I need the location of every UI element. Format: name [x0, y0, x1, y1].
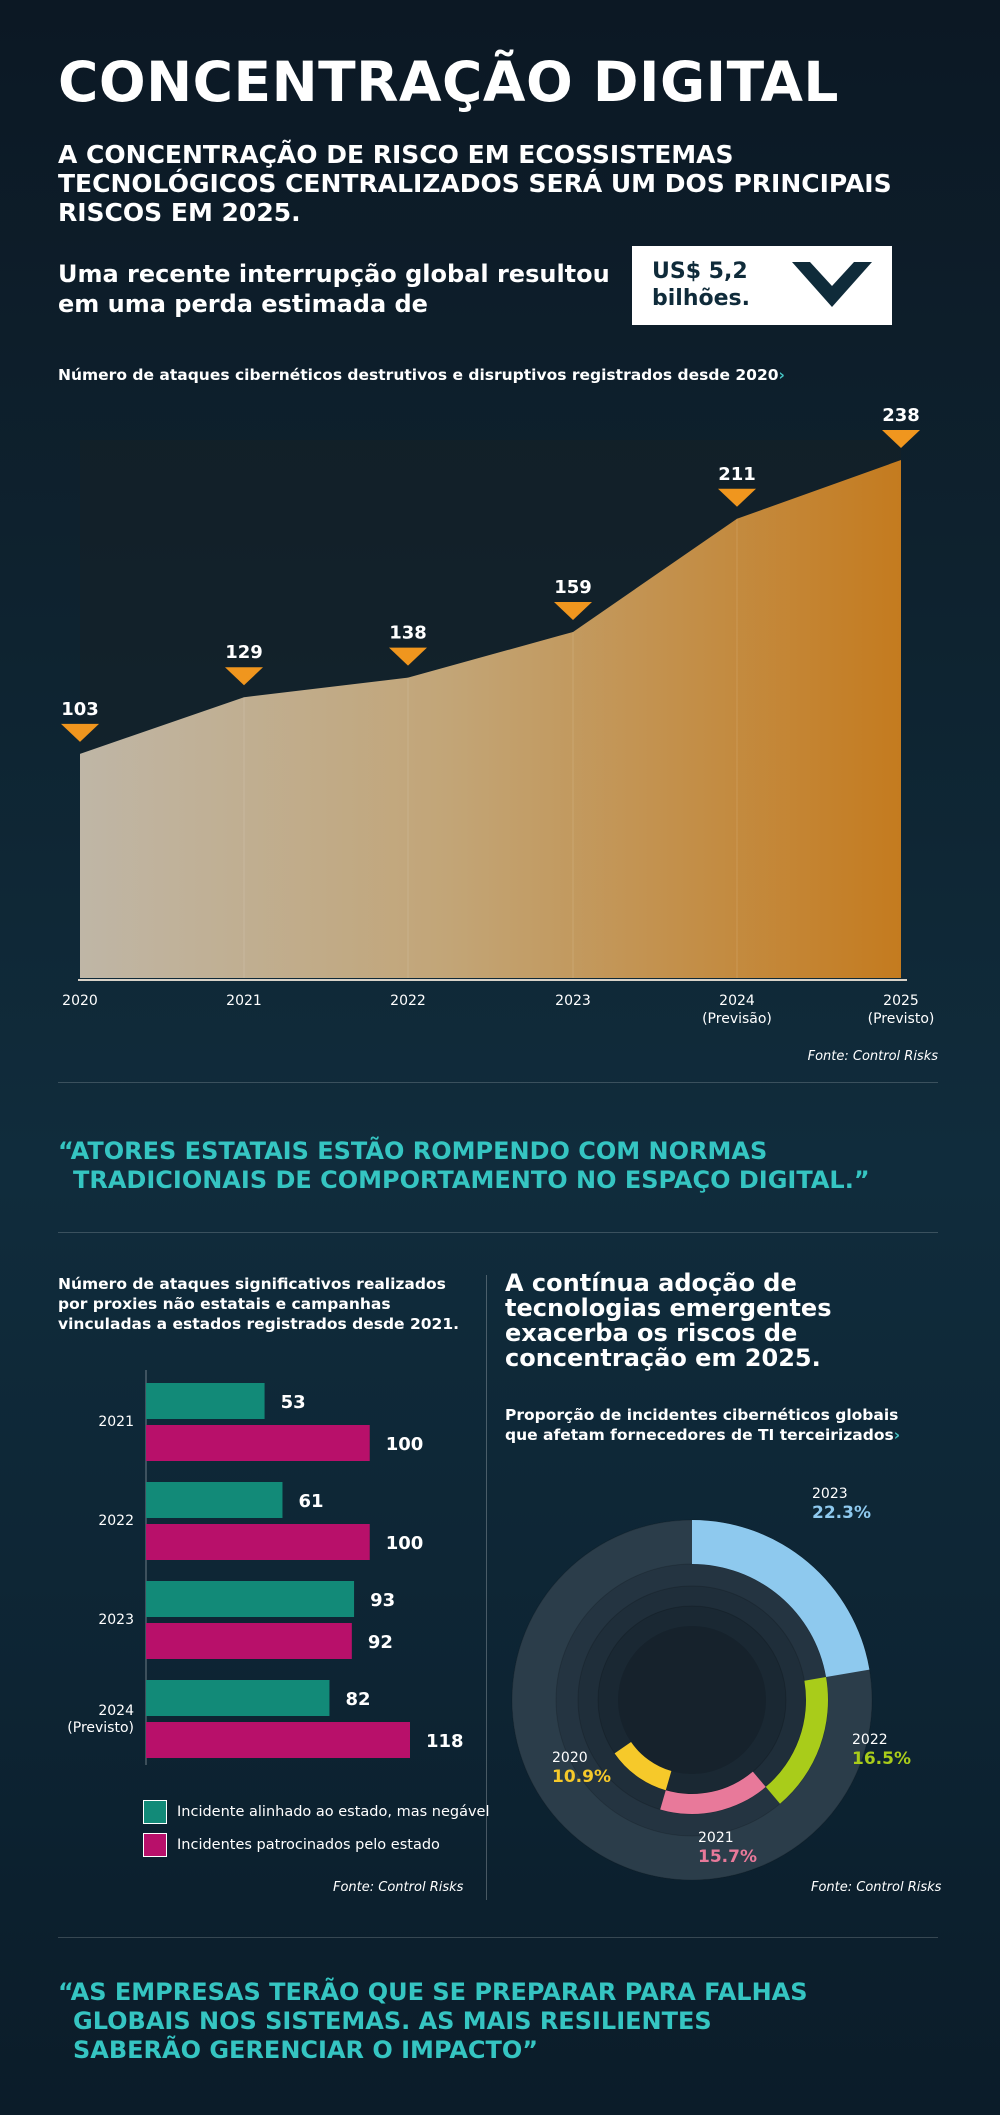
- divider: [58, 1082, 938, 1083]
- legend-label: Incidentes patrocinados pelo estado: [177, 1837, 440, 1853]
- legend-swatch-teal: [143, 1800, 167, 1824]
- loss-unit: bilhões.: [652, 286, 750, 311]
- y-tick-note: (Previsto): [67, 1720, 134, 1736]
- x-tick-note: (Previsto): [868, 1011, 935, 1027]
- data-label: 103: [61, 699, 99, 720]
- x-tick-note: (Previsão): [702, 1011, 772, 1027]
- ring-value-label: 22.3%: [812, 1503, 871, 1523]
- section-heading: A contínua adoção de tecnologias emergen…: [505, 1269, 832, 1372]
- donut-chart-title-text: Proporção de incidentes cibernéticos glo…: [505, 1406, 899, 1444]
- bar: [146, 1623, 352, 1659]
- ring-value-label: 15.7%: [698, 1847, 757, 1867]
- quote-line: GLOBAIS NOS SISTEMAS. AS MAIS RESILIENTE…: [73, 2007, 712, 2035]
- bar: [146, 1383, 265, 1419]
- loss-callout: US$ 5,2 bilhões.: [632, 246, 892, 325]
- bar-value-label: 100: [386, 1533, 424, 1554]
- bar: [146, 1524, 370, 1560]
- marker-chevron-icon: [389, 647, 427, 666]
- bar: [146, 1722, 410, 1758]
- bar-value-label: 93: [370, 1590, 395, 1611]
- x-tick-label: 2024: [719, 993, 755, 1009]
- marker-chevron-icon: [718, 488, 756, 507]
- marker-chevron-icon: [554, 601, 592, 620]
- chevron-down-icon: [792, 262, 872, 307]
- chevron-right-icon: ›: [778, 366, 785, 384]
- quote-line: TRADICIONAIS DE COMPORTAMENTO NO ESPAÇO …: [73, 1166, 870, 1194]
- data-label: 138: [389, 623, 427, 644]
- data-label: 238: [882, 405, 920, 426]
- donut-chart-title: Proporção de incidentes cibernéticos glo…: [505, 1405, 925, 1445]
- area-chart-source: Fonte: Control Risks: [808, 1049, 939, 1064]
- legend-item-deniable: Incidente alinhado ao estado, mas negáve…: [143, 1800, 490, 1824]
- divider: [58, 1232, 938, 1233]
- bar: [146, 1425, 370, 1461]
- x-tick-label: 2023: [555, 993, 591, 1009]
- data-label: 159: [554, 577, 592, 598]
- bar-value-label: 61: [298, 1491, 323, 1512]
- lead-text: Uma recente interrupção global resultou …: [58, 260, 610, 318]
- quote-line: “AS EMPRESAS TERÃO QUE SE PREPARAR PARA …: [58, 1978, 808, 2006]
- loss-text: US$ 5,2 bilhões.: [652, 258, 750, 312]
- bar-chart: 53 100 2021 61 100 2022 93 92 2023 82 118 2024(Prev…: [67, 1370, 464, 1765]
- area-chart-title: Número de ataques cibernéticos destrutiv…: [58, 366, 785, 384]
- ring-value-label: 16.5%: [852, 1749, 911, 1769]
- bar-value-label: 100: [386, 1434, 424, 1455]
- data-label: 129: [225, 642, 263, 663]
- bar-chart-title: Número de ataques significativos realiza…: [58, 1275, 459, 1333]
- ring-chart-source: Fonte: Control Risks: [811, 1880, 942, 1895]
- area-chart-title-text: Número de ataques cibernéticos destrutiv…: [58, 366, 779, 384]
- legend-item-sponsored: Incidentes patrocinados pelo estado: [143, 1833, 440, 1857]
- ring-center: [618, 1626, 766, 1774]
- y-tick-label: 2021: [98, 1414, 134, 1430]
- bar: [146, 1680, 330, 1716]
- divider: [58, 1937, 938, 1938]
- y-tick-label: 2023: [98, 1612, 134, 1628]
- data-label: 211: [718, 464, 756, 485]
- quote-companies: “AS EMPRESAS TERÃO QUE SE PREPARAR PARA …: [58, 1978, 808, 2065]
- quote-line: “ATORES ESTATAIS ESTÃO ROMPENDO COM NORM…: [58, 1137, 768, 1165]
- marker-chevron-icon: [882, 430, 920, 448]
- column-divider: [486, 1275, 487, 1900]
- bar-chart-source: Fonte: Control Risks: [333, 1880, 464, 1895]
- ring-year-label: 2023: [812, 1486, 848, 1502]
- bar-value-label: 82: [345, 1689, 370, 1710]
- ring-value-label: 10.9%: [552, 1767, 611, 1787]
- ring-year-label: 2021: [698, 1830, 734, 1846]
- bar: [146, 1482, 283, 1518]
- area-series: [80, 460, 901, 978]
- area-chart: 103 2020 129 2021 138 2022 159 2023 211 2024 (Prev…: [61, 405, 939, 1064]
- loss-value: US$ 5,2: [652, 259, 748, 284]
- bar-value-label: 118: [426, 1731, 464, 1752]
- y-tick-label: 2022: [98, 1513, 134, 1529]
- ring-segment: [614, 1741, 672, 1791]
- x-tick-label: 2025: [883, 993, 919, 1009]
- legend-label: Incidente alinhado ao estado, mas negáve…: [177, 1804, 490, 1820]
- bar-value-label: 53: [281, 1392, 306, 1413]
- marker-chevron-icon: [225, 667, 263, 686]
- ring-segment: [765, 1677, 828, 1804]
- legend-swatch-magenta: [143, 1833, 167, 1857]
- ring-year-label: 2022: [852, 1732, 888, 1748]
- bar-value-label: 92: [368, 1632, 393, 1653]
- ring-segment: [660, 1771, 766, 1814]
- ring-year-label: 2020: [552, 1750, 588, 1766]
- x-tick-label: 2021: [226, 993, 262, 1009]
- bar: [146, 1581, 355, 1617]
- quote-state-actors: “ATORES ESTATAIS ESTÃO ROMPENDO COM NORM…: [58, 1137, 870, 1195]
- ring-segment: [692, 1520, 870, 1678]
- page-title: CONCENTRAÇÃO DIGITAL: [58, 50, 839, 114]
- marker-chevron-icon: [61, 723, 99, 742]
- x-tick-label: 2020: [62, 993, 98, 1009]
- page-subtitle: A CONCENTRAÇÃO DE RISCO EM ECOSSISTEMAS …: [58, 140, 892, 227]
- x-tick-label: 2022: [390, 993, 426, 1009]
- quote-line: SABERÃO GERENCIAR O IMPACTO”: [73, 2036, 539, 2064]
- y-tick-label: 2024: [98, 1703, 134, 1719]
- chevron-right-icon: ›: [893, 1426, 901, 1444]
